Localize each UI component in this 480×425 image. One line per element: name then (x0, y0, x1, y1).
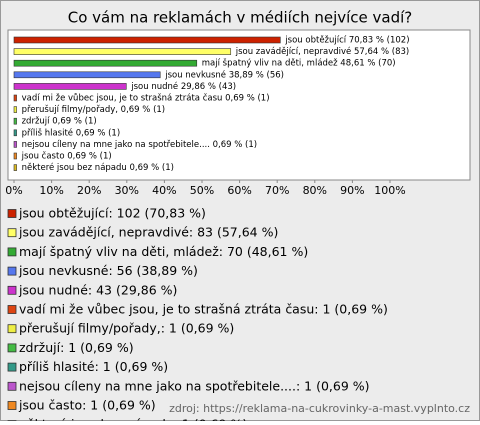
x-tick-label: 80% (303, 184, 327, 197)
value-label: jsou obtěžující 70,83 % (102) (284, 36, 409, 46)
x-tick-label: 70% (265, 184, 289, 197)
value-label: jsou nudné 29,86 % (43) (130, 81, 236, 92)
value-label: jsou zavádějící, nepravdivé 57,64 % (83) (235, 46, 410, 57)
bar (14, 118, 17, 124)
value-label: přerušují filmy/pořady, 0,69 % (1) (22, 104, 166, 115)
chart-title: Co vám na reklamách v médiích nejvíce va… (68, 9, 413, 27)
x-tick-label: 90% (340, 184, 364, 197)
x-tick-label: 100% (374, 184, 405, 197)
legend-label: přerušují filmy/pořady,: 1 (0,69 %) (19, 321, 234, 336)
legend-swatch (8, 363, 16, 371)
legend-label: příliš hlasité: 1 (0,69 %) (19, 359, 168, 374)
bar (14, 83, 126, 89)
source: zdroj: https://reklama-na-cukrovinky-a-m… (169, 402, 470, 415)
bar (14, 49, 231, 55)
value-label: jsou často 0,69 % (1) (21, 151, 112, 162)
x-tick-label: 60% (227, 184, 251, 197)
legend-swatch (8, 402, 16, 410)
x-tick-label: 50% (190, 184, 214, 197)
bar (14, 141, 17, 147)
x-tick-label: 10% (39, 184, 63, 197)
legend-label: některé jsou bez nápadu: 1 (0,69 %) (19, 417, 247, 421)
value-label: mají špatný vliv na děti, mládež 48,61 %… (202, 58, 396, 69)
legend-label: jsou zavádějící, nepravdivé: 83 (57,64 %… (18, 225, 278, 240)
bar (14, 95, 17, 101)
bar (14, 153, 17, 159)
legend-label: jsou nevkusné: 56 (38,89 %) (18, 263, 198, 278)
legend-swatch (8, 306, 16, 314)
legend-swatch (8, 248, 16, 256)
legend-swatch (8, 267, 16, 275)
legend-swatch (8, 344, 16, 352)
legend-swatch (8, 210, 16, 218)
legend-label: nejsou cíleny na mne jako na spotřebitel… (19, 378, 370, 393)
bar (14, 37, 280, 43)
legend-label: vadí mi že vůbec jsou, je to strašná ztr… (19, 302, 388, 317)
legend-label: jsou často: 1 (0,69 %) (18, 398, 156, 413)
x-tick-label: 20% (77, 184, 101, 197)
bar (14, 130, 17, 136)
x-tick-label: 30% (115, 184, 139, 197)
legend-label: jsou obtěžující: 102 (70,83 %) (18, 206, 206, 221)
legend-swatch (8, 286, 16, 294)
legend-swatch (8, 229, 16, 237)
legend-label: jsou nudné: 43 (29,86 %) (18, 282, 177, 297)
bar (14, 60, 197, 66)
value-label: zdržují 0,69 % (1) (22, 117, 97, 127)
value-label: vadí mi že vůbec jsou, je to strašná ztr… (22, 93, 270, 104)
legend-label: zdržují: 1 (0,69 %) (19, 340, 134, 355)
legend-label: mají špatný vliv na děti, mládež: 70 (48… (19, 244, 308, 259)
bar (14, 72, 160, 78)
legend-swatch (8, 382, 16, 390)
value-label: nejsou cíleny na mne jako na spotřebitel… (22, 140, 257, 150)
legend-swatch (8, 325, 16, 333)
value-label: jsou nevkusné 38,89 % (56) (164, 69, 284, 80)
value-label: některé jsou bez nápadu 0,69 % (1) (22, 162, 174, 173)
bar (14, 107, 17, 113)
value-label: příliš hlasité 0,69 % (1) (22, 127, 121, 138)
x-tick-label: 0% (5, 184, 22, 197)
bar (14, 165, 17, 171)
x-tick-label: 40% (152, 184, 176, 197)
